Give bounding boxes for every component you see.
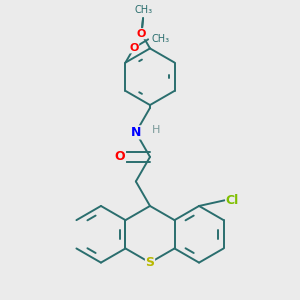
Text: O: O — [137, 29, 146, 39]
Text: H: H — [152, 124, 160, 135]
Text: Cl: Cl — [226, 194, 239, 207]
Text: CH₃: CH₃ — [134, 5, 152, 15]
Text: O: O — [129, 43, 139, 53]
Text: O: O — [115, 150, 125, 164]
Text: N: N — [131, 126, 141, 139]
Text: CH₃: CH₃ — [151, 34, 169, 44]
Text: S: S — [146, 256, 154, 269]
